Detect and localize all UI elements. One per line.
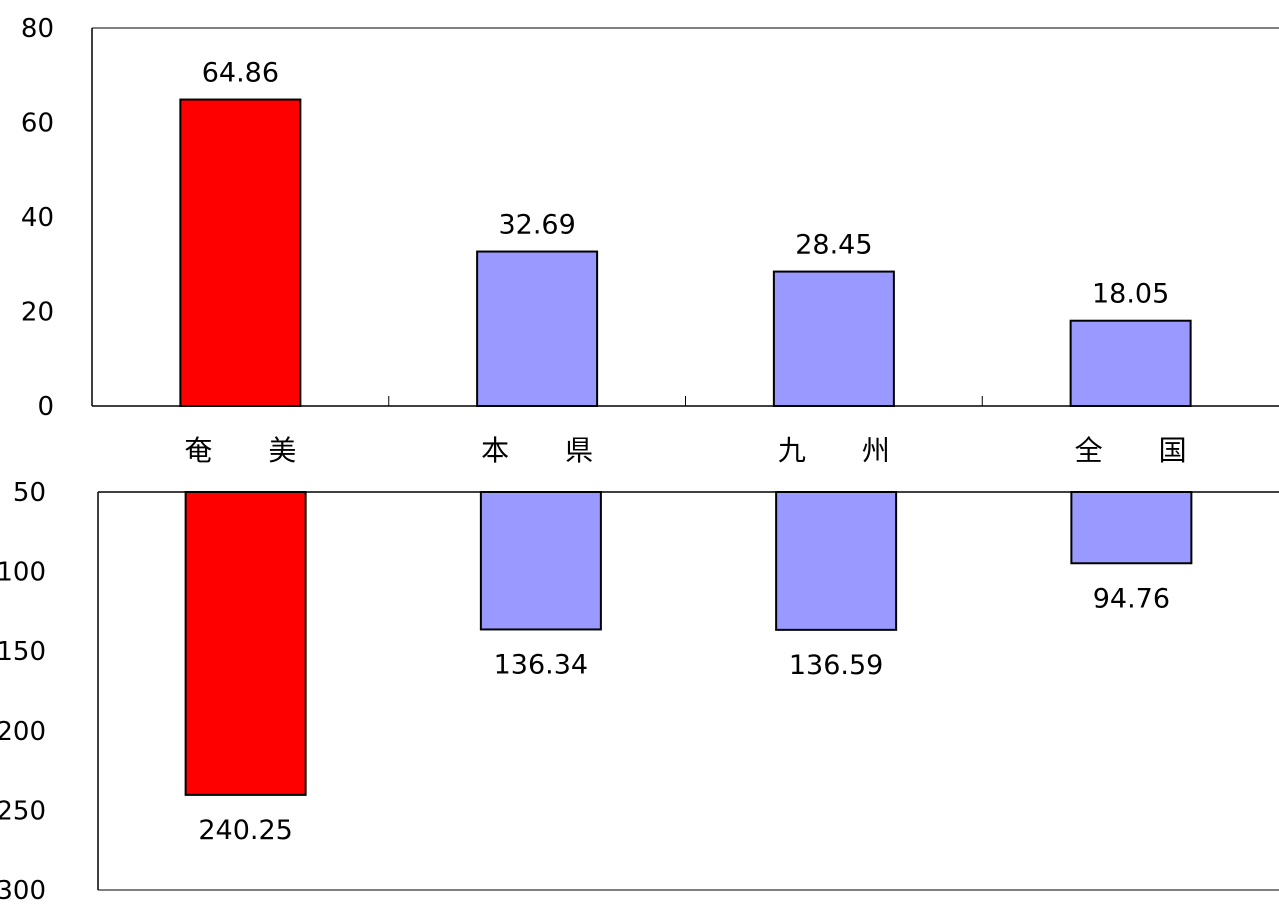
category-label: 九 州 (778, 434, 890, 467)
bottom-y-tick-label: 250 (0, 796, 46, 826)
bottom-y-tick-label: 100 (0, 558, 46, 588)
top-y-tick-label: 20 (21, 298, 54, 328)
top-data-label: 18.05 (1092, 279, 1169, 310)
bottom-data-labels: 240.25 136.34 136.59 94.76 (198, 583, 1170, 846)
top-y-tick-label: 40 (21, 203, 54, 233)
bottom-data-label: 136.34 (494, 649, 588, 680)
top-bar (179, 98, 302, 407)
bottom-y-tick-label: 300 (0, 876, 46, 904)
category-label: 本 県 (481, 434, 593, 467)
top-x-tick-marks (388, 396, 983, 406)
top-data-label: 28.45 (795, 230, 872, 261)
top-y-tick-labels: 0 20 40 60 80 (21, 14, 54, 422)
bottom-data-label: 94.76 (1093, 583, 1170, 614)
bottom-bars (184, 491, 1193, 796)
top-y-tick-label: 80 (21, 14, 54, 44)
bottom-y-tick-label: 150 (0, 637, 46, 667)
bottom-bar (184, 491, 307, 796)
top-data-label: 64.86 (202, 58, 279, 89)
bottom-bar (1070, 491, 1193, 565)
top-y-tick-label: 0 (37, 392, 54, 422)
top-data-label: 32.69 (498, 210, 575, 241)
bottom-data-label: 240.25 (198, 815, 292, 846)
top-bar (476, 250, 599, 407)
bottom-y-tick-label: 50 (13, 478, 46, 508)
bottom-bar (775, 491, 898, 631)
top-bar (1069, 319, 1192, 407)
top-data-labels: 64.86 32.69 28.45 18.05 (202, 58, 1170, 310)
bottom-bar (479, 491, 602, 631)
category-label: 全 国 (1075, 434, 1187, 467)
top-bar (772, 270, 895, 408)
bottom-y-tick-label: 200 (0, 717, 46, 747)
top-bars (179, 98, 1192, 408)
category-labels: 奄 美本 県九 州全 国 (184, 434, 1186, 467)
bottom-data-label: 136.59 (789, 650, 883, 681)
bottom-y-tick-labels: 50 100 150 200 250 300 (0, 478, 46, 904)
category-label: 奄 美 (184, 434, 296, 467)
top-y-tick-label: 60 (21, 109, 54, 139)
